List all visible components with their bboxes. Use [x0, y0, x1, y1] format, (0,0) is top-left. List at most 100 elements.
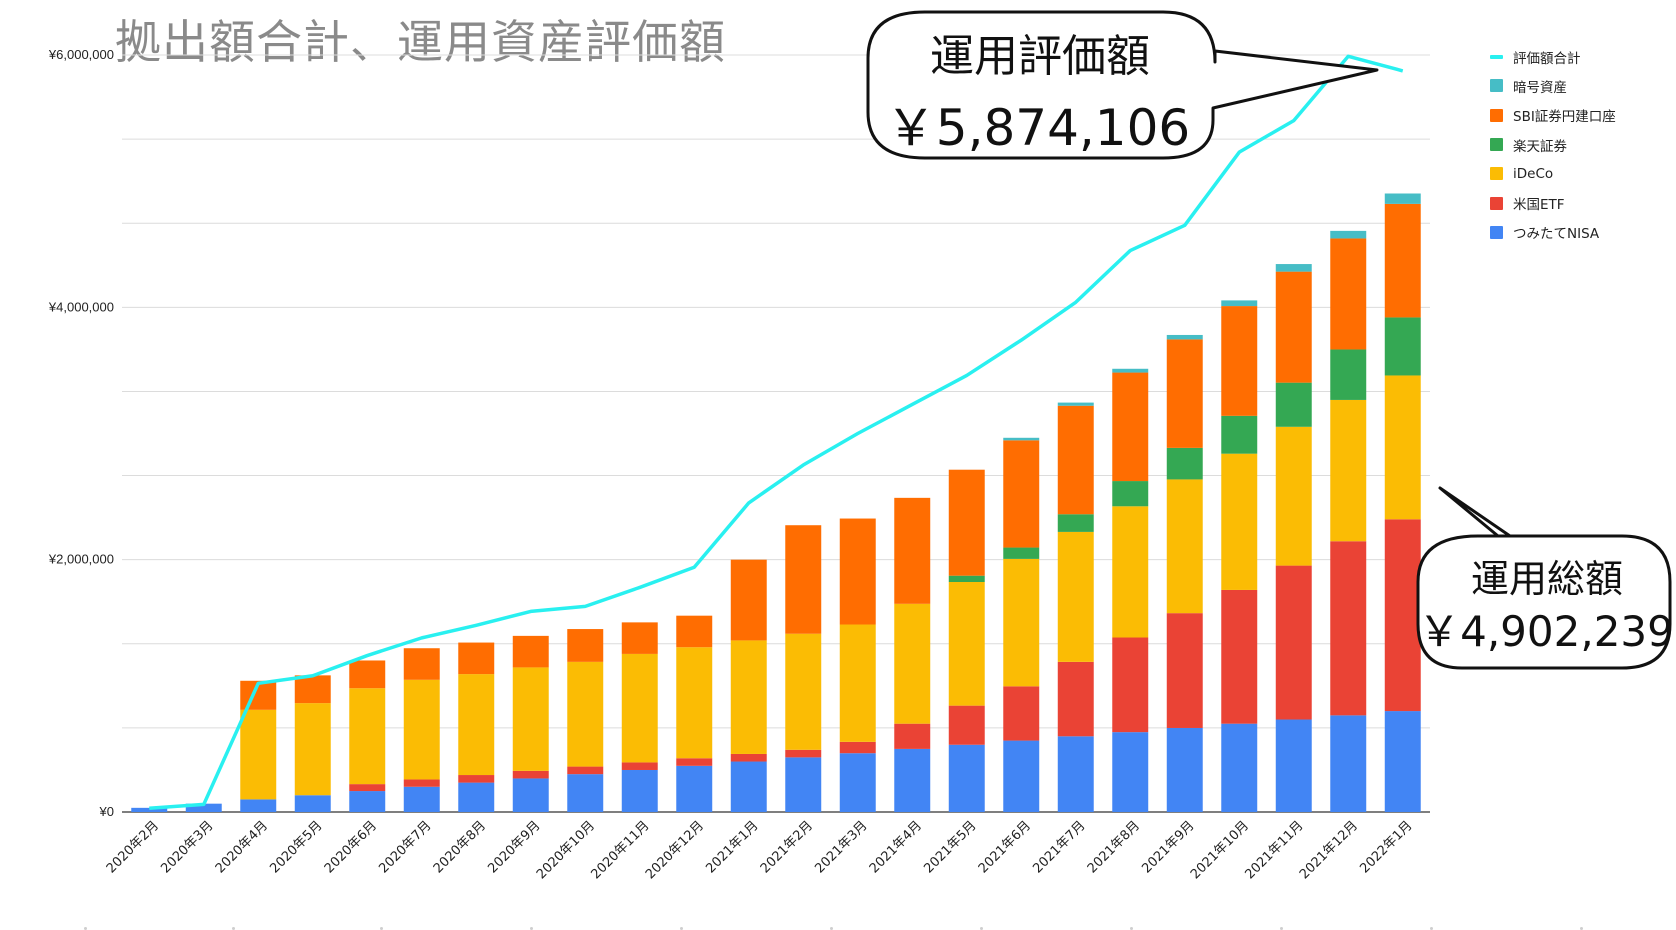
bar-segment [894, 723, 931, 749]
bar-segment [1166, 613, 1203, 728]
valuation-callout-value: ￥5,874,106 [885, 99, 1191, 157]
bar-segment [349, 688, 386, 785]
bar-segment [349, 784, 386, 792]
bar-segment [567, 774, 604, 812]
legend: 評価額合計 暗号資産 SBI証券円建口座 楽天証券 iDeCo 米国ETF つみたてNISA [1490, 42, 1616, 247]
bar-segment [1166, 447, 1203, 480]
bar-segment [294, 795, 331, 812]
bar-segment [1221, 453, 1258, 590]
bar-segment [730, 559, 767, 641]
legend-label: 楽天証券 [1513, 138, 1567, 155]
y-tick-label: ¥4,000,000 [48, 299, 114, 314]
decorative-dot [232, 927, 235, 930]
x-tick-label: 2020年9月 [485, 818, 543, 876]
x-tick-label: 2021年12月 [1297, 818, 1361, 882]
x-tick-label: 2021年6月 [976, 818, 1034, 876]
decorative-dot [1580, 927, 1583, 930]
bar-segment [839, 741, 876, 754]
bar-segment [1003, 558, 1040, 687]
bar-segment [730, 753, 767, 762]
total-callout-bubble [1416, 486, 1672, 670]
bar-segment [1275, 719, 1312, 812]
x-tick-label: 2021年9月 [1139, 818, 1197, 876]
bar-segment [676, 758, 713, 766]
bar-segment [512, 667, 549, 771]
bar-segment [458, 775, 495, 783]
bar-segment [458, 782, 495, 812]
x-tick-label: 2020年2月 [104, 818, 162, 876]
legend-swatch [1490, 138, 1503, 152]
bar-segment [349, 660, 386, 689]
bar-segment [894, 497, 931, 604]
bar-segment [1057, 736, 1094, 812]
total-line [149, 54, 1404, 810]
bar-segment [240, 799, 277, 812]
bar-segment [1221, 723, 1258, 812]
bar-segment [1166, 727, 1203, 812]
bar-segment [948, 581, 985, 706]
bar-segment [1221, 589, 1258, 724]
bar-segment [1221, 415, 1258, 454]
bar-segment [1384, 519, 1421, 712]
bar-segment [1275, 271, 1312, 383]
x-tick-label: 2022年1月 [1357, 818, 1415, 876]
bar-segment [458, 642, 495, 675]
x-axis-ticks: 2020年2月2020年3月2020年4月2020年5月2020年6月2020年… [104, 818, 1416, 882]
bar-segment [621, 769, 658, 812]
x-tick-label: 2021年7月 [1030, 818, 1088, 876]
x-tick-label: 2020年4月 [213, 818, 271, 876]
legend-item: 評価額合計 [1490, 42, 1616, 71]
valuation-callout-bubble [866, 10, 1379, 160]
bar-segment [1003, 740, 1040, 812]
decorative-dot [1430, 927, 1433, 930]
bar-segment [403, 786, 440, 812]
y-tick-label: ¥2,000,000 [48, 552, 114, 567]
x-tick-label: 2021年2月 [758, 818, 816, 876]
x-tick-label: 2020年12月 [643, 818, 707, 882]
decorative-dot [980, 927, 983, 930]
bar-segment [785, 633, 822, 750]
decorative-dot [830, 927, 833, 930]
bar-segment [1166, 339, 1203, 448]
x-tick-label: 2020年7月 [376, 818, 434, 876]
bar-segment [567, 629, 604, 662]
bar-segment [458, 674, 495, 776]
bar-segment [1166, 479, 1203, 614]
total-callout-title: 運用総額 [1470, 557, 1623, 601]
legend-label: つみたてNISA [1513, 226, 1600, 243]
x-tick-label: 2020年6月 [322, 818, 380, 876]
bar-segment [1057, 531, 1094, 662]
bar-segment [730, 640, 767, 754]
bar-segment [185, 803, 222, 812]
bar-segment [1330, 541, 1367, 716]
bar-segment [785, 749, 822, 758]
bar-segment [894, 603, 931, 724]
bar-segment [948, 469, 985, 576]
bar-segment [1330, 230, 1367, 239]
legend-label: 暗号資産 [1513, 79, 1567, 96]
bar-segment [894, 748, 931, 812]
bar-segment [1384, 711, 1421, 812]
x-tick-label: 2020年5月 [267, 818, 325, 876]
legend-label: iDeCo [1513, 165, 1554, 182]
bar-segment [1112, 372, 1149, 482]
line-series-path [149, 54, 1404, 810]
bar-segment [349, 791, 386, 812]
x-tick-label: 2020年8月 [431, 818, 489, 876]
bar-segment [1057, 402, 1094, 406]
bar-segment [294, 675, 331, 704]
bar-segment [512, 778, 549, 812]
bar-segment [1003, 440, 1040, 548]
bar-segment [839, 518, 876, 625]
bar-segment [1057, 405, 1094, 515]
bar-segment [1112, 368, 1149, 373]
bar-segment [621, 762, 658, 770]
legend-swatch [1490, 54, 1503, 59]
bar-segment [1275, 382, 1312, 427]
bar-segment [676, 615, 713, 648]
bar-segment [512, 770, 549, 779]
y-axis-ticks: ¥0 ¥2,000,000 ¥4,000,000 ¥6,000,000 [48, 47, 114, 819]
legend-swatch [1490, 225, 1503, 239]
bar-segment [785, 525, 822, 634]
